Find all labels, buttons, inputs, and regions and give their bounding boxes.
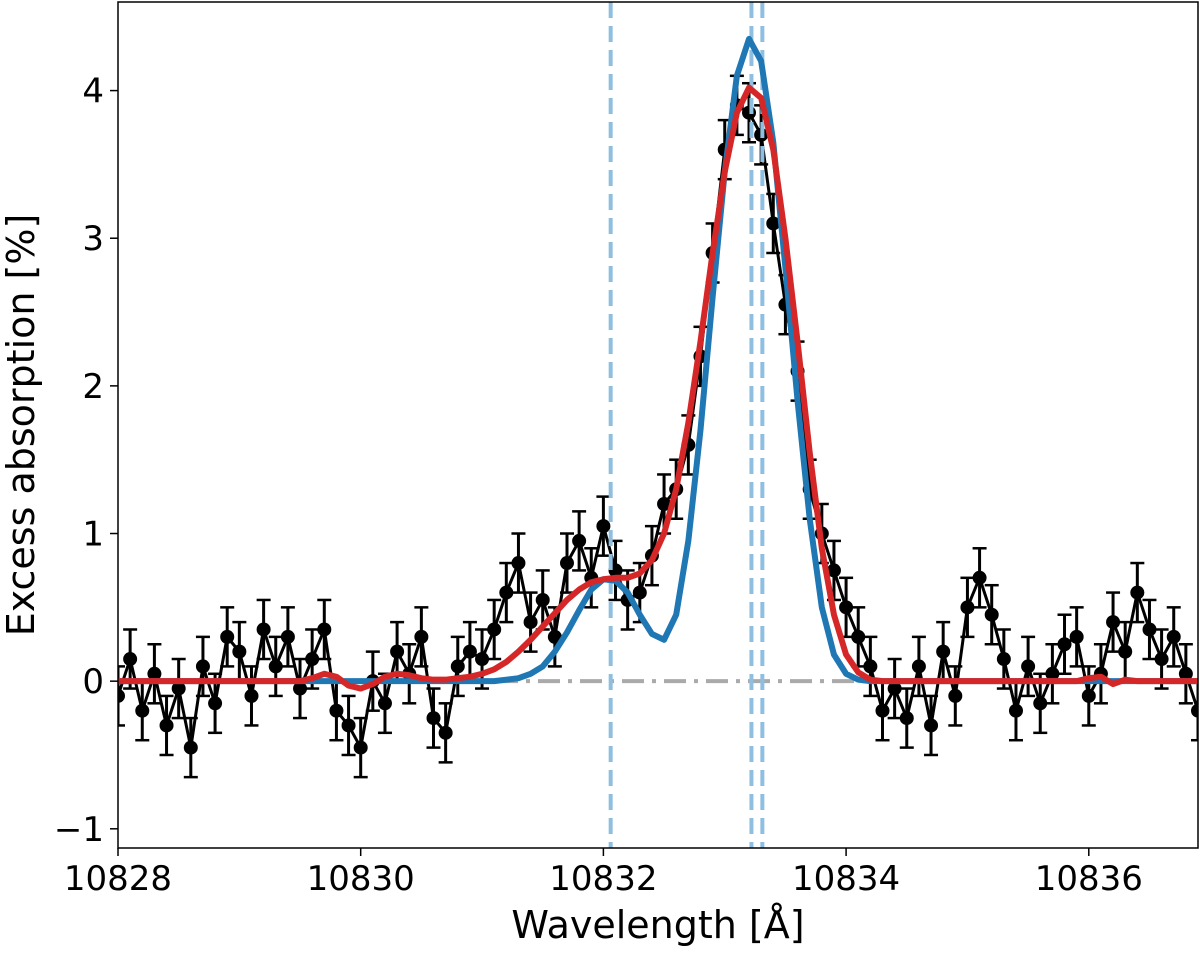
data-point [377,696,392,711]
data-point [426,711,441,726]
data-point [499,585,514,600]
data-point [147,666,162,681]
data-point [596,519,611,534]
data-point [487,622,502,637]
data-point [1033,696,1048,711]
data-point [1191,703,1198,718]
x-tick-label: 10828 [64,859,172,899]
y-tick-label: 3 [82,219,104,259]
data-point [1130,585,1145,600]
data-point [475,652,490,667]
data-point [657,496,672,511]
data-point [159,718,174,733]
data-point [268,659,283,674]
data-point [1021,659,1036,674]
data-point [863,659,878,674]
data-point [547,629,562,644]
data-point [632,585,647,600]
data-point [171,681,186,696]
model-line [118,84,1198,692]
data-point [948,688,963,703]
x-tick-label: 10834 [792,859,900,899]
data-point [329,703,344,718]
x-axis-label: Wavelength [Å] [511,903,804,947]
data-point [232,644,247,659]
data-point [220,629,235,644]
data-point [390,644,405,659]
plot-area [118,2,1198,848]
data-point [1178,666,1193,681]
data-point [972,570,987,585]
data-point [742,105,757,120]
y-tick-label: 2 [82,367,104,407]
data-point [1106,615,1121,630]
data-point [280,629,295,644]
data-point [293,681,308,696]
y-axis-label: Excess absorption [%] [0,214,43,637]
data-point [899,711,914,726]
data-point [462,644,477,659]
data-point [1057,637,1072,652]
data-point [826,563,841,578]
data-point [875,703,890,718]
data-point [183,740,198,755]
data-point [118,688,125,703]
y-tick-label: −1 [54,810,104,850]
x-tick-label: 10830 [307,859,415,899]
data-point [1045,666,1060,681]
data-point [1118,644,1133,659]
data-point [924,718,939,733]
data-point [535,592,550,607]
data-point [523,615,538,630]
y-tick-label: 0 [82,662,104,702]
data-line [118,103,1198,753]
data-point [244,688,259,703]
data-point [559,556,574,571]
data-point [960,600,975,615]
data-point [317,622,332,637]
data-point [208,696,223,711]
data-point [996,652,1011,667]
data-point [766,216,781,231]
data-point [1081,688,1096,703]
data-point [1166,629,1181,644]
data-point [195,659,210,674]
data-point [936,644,951,659]
y-tick-label: 1 [82,515,104,555]
data-point [887,681,902,696]
data-point [1069,629,1084,644]
data-point [851,629,866,644]
data-point [572,533,587,548]
data-point [984,607,999,622]
data-point [341,718,356,733]
x-tick-label: 10832 [549,859,657,899]
x-tick-label: 10836 [1035,859,1143,899]
data-point [135,703,150,718]
data-point [839,600,854,615]
data-point [123,652,138,667]
data-point [1008,703,1023,718]
data-point [353,740,368,755]
data-point [511,556,526,571]
y-tick-label: 4 [82,72,104,112]
data-point [438,725,453,740]
data-point [305,652,320,667]
data-point [1154,652,1169,667]
plot-frame [117,1,1199,849]
data-point [450,659,465,674]
data-point [256,622,271,637]
data-point [911,659,926,674]
data-point [1142,622,1157,637]
data-point [414,629,429,644]
